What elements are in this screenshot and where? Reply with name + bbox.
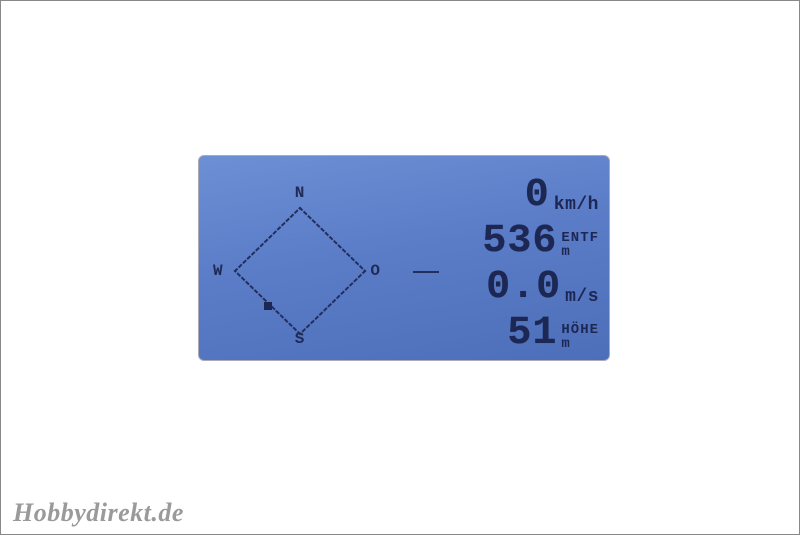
vspeed-unit: m/s (565, 288, 599, 306)
speed-unit: km/h (554, 196, 599, 214)
vspeed-row: 0.0 m/s (379, 262, 599, 308)
distance-unit: m (561, 245, 570, 260)
compass: N S W O (215, 186, 385, 356)
altitude-label: HÖHE (561, 323, 599, 338)
speed-value: 0 (525, 176, 550, 216)
compass-n-label: N (295, 184, 306, 202)
watermark-text: Hobbydirekt.de (13, 498, 184, 528)
speed-row: 0 km/h (379, 170, 599, 216)
lcd-display: N S W O 0 km/h 536 ENTF m 0.0 m/s 51 (198, 155, 610, 361)
altitude-value: 51 (507, 314, 557, 354)
compass-marker (264, 302, 272, 310)
compass-s-label: S (295, 330, 306, 348)
vspeed-value: 0.0 (486, 268, 561, 308)
distance-value: 536 (482, 222, 557, 262)
compass-w-label: W (213, 262, 224, 280)
altitude-row: 51 HÖHE m (379, 308, 599, 354)
altitude-unit: m (561, 337, 570, 352)
distance-label: ENTF (561, 231, 599, 246)
readouts: 0 km/h 536 ENTF m 0.0 m/s 51 HÖHE m (379, 170, 599, 354)
distance-row: 536 ENTF m (379, 216, 599, 262)
